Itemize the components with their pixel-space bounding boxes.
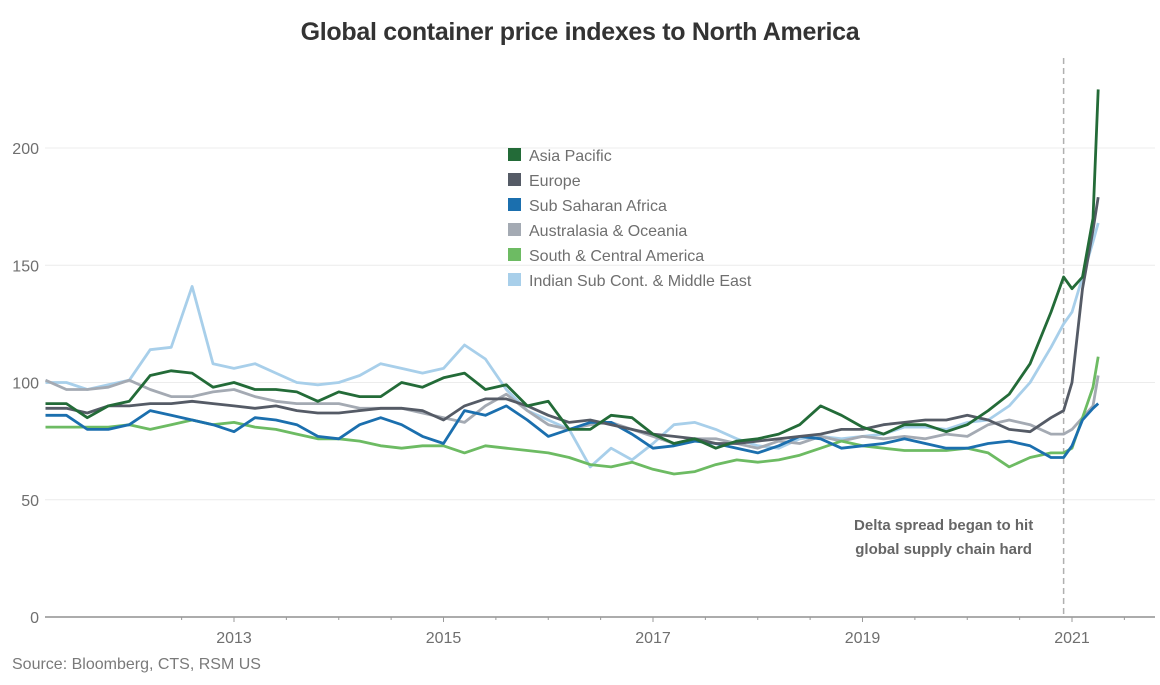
x-tick-label: 2015 (426, 630, 462, 647)
x-tick-label: 2013 (216, 630, 252, 647)
y-tick-label: 100 (12, 376, 39, 393)
legend: Asia Pacific Europe Sub Saharan Africa Aust… (508, 148, 752, 290)
legend-label: Europe (529, 173, 581, 190)
legend-swatch (508, 173, 521, 186)
legend-swatch (508, 148, 521, 161)
source-note: Source: Bloomberg, CTS, RSM US (12, 656, 261, 673)
series-line-asia-pacific (45, 89, 1100, 450)
legend-label: Australasia & Oceania (529, 223, 687, 240)
legend-swatch (508, 248, 521, 261)
y-tick-label: 150 (12, 258, 39, 275)
chart-title: Global container price indexes to North … (300, 18, 860, 46)
legend-label: Asia Pacific (529, 148, 612, 165)
annotation: Delta spread began to hit global supply c… (854, 58, 1065, 617)
x-axis: 2013 2015 2017 2019 2021 (45, 616, 1155, 647)
legend-label: Indian Sub Cont. & Middle East (529, 273, 752, 290)
series-lines (44, 89, 1100, 476)
series-line-south-central-america (45, 356, 1100, 476)
legend-label: Sub Saharan Africa (529, 198, 667, 215)
series-line-australasia-oceania (44, 375, 1100, 450)
legend-swatch (508, 198, 521, 211)
y-tick-label: 0 (30, 610, 39, 627)
y-axis: 0 50 100 150 200 (12, 141, 39, 627)
x-tick-label: 2017 (635, 630, 671, 647)
annotation-text: global supply chain hard (855, 541, 1032, 558)
x-tick-label: 2021 (1054, 630, 1090, 647)
y-tick-label: 50 (21, 493, 39, 510)
legend-label: South & Central America (529, 248, 704, 265)
legend-swatch (508, 223, 521, 236)
legend-swatch (508, 273, 521, 286)
annotation-text: Delta spread began to hit (854, 517, 1033, 534)
y-tick-label: 200 (12, 141, 39, 158)
x-tick-label: 2019 (845, 630, 881, 647)
